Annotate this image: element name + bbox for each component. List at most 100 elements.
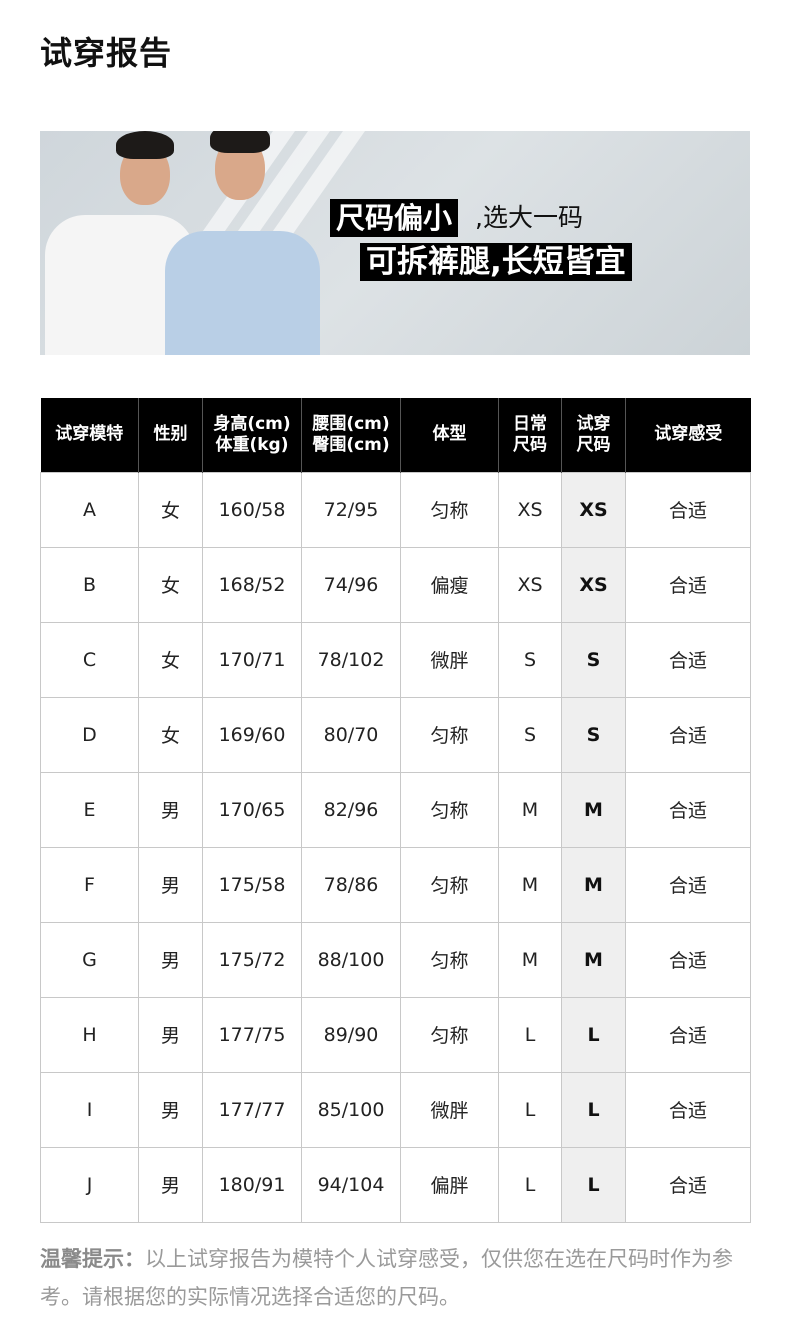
table-cell: 匀称	[400, 996, 499, 1073]
table-row: A 女 160/58 72/95 匀称 XS XS 合适	[40, 471, 751, 548]
column-header-label: 腰围(cm)	[312, 413, 390, 434]
table-cell: S	[561, 696, 626, 773]
table-cell: 男	[138, 771, 203, 848]
table-cell: 169/60	[202, 696, 302, 773]
table-row: I 男 177/77 85/100 微胖 L L 合适	[40, 1071, 751, 1148]
column-header-label: 试穿	[576, 413, 611, 434]
banner-tag-feature: 可拆裤腿,长短皆宜	[360, 243, 632, 281]
table-cell: 160/58	[202, 471, 302, 548]
table-cell: 合适	[625, 696, 751, 773]
column-header-label: 臀围(cm)	[312, 434, 390, 455]
table-cell: 微胖	[400, 621, 499, 698]
table-cell: A	[40, 471, 139, 548]
table-cell: M	[498, 846, 562, 923]
table-cell: S	[561, 621, 626, 698]
table-row: G 男 175/72 88/100 匀称 M M 合适	[40, 921, 751, 998]
table-cell: 匀称	[400, 846, 499, 923]
column-header-label: 身高(cm)	[213, 413, 291, 434]
table-cell: 74/96	[301, 546, 401, 623]
table-row: J 男 180/91 94/104 偏胖 L L 合适	[40, 1146, 751, 1223]
tip-text: 以上试穿报告为模特个人试穿感受，仅供您在选在尺码时作为参考。请根据您的实际情况选…	[40, 1247, 733, 1309]
table-cell: 男	[138, 1146, 203, 1223]
table-cell: G	[40, 921, 139, 998]
fitting-report-table: 试穿模特 性别 身高(cm) 体重(kg) 腰围(cm) 臀围(cm) 体型 日常 尺码 试穿 尺码…	[40, 398, 751, 1223]
column-header-label: 性别	[153, 424, 188, 445]
table-cell: 170/65	[202, 771, 302, 848]
table-row: E 男 170/65 82/96 匀称 M M 合适	[40, 771, 751, 848]
table-cell: L	[561, 1146, 626, 1223]
column-header: 性别	[138, 398, 203, 472]
table-cell: 88/100	[301, 921, 401, 998]
column-header: 日常 尺码	[498, 398, 562, 472]
table-cell: 匀称	[400, 471, 499, 548]
table-cell: 89/90	[301, 996, 401, 1073]
table-cell: F	[40, 846, 139, 923]
table-cell: 合适	[625, 621, 751, 698]
table-cell: 175/72	[202, 921, 302, 998]
table-cell: 85/100	[301, 1071, 401, 1148]
tip-label: 温馨提示：	[40, 1247, 145, 1271]
table-cell: I	[40, 1071, 139, 1148]
table-cell: 177/75	[202, 996, 302, 1073]
table-cell: 男	[138, 921, 203, 998]
promo-banner: 尺码偏小 ,选大一码 可拆裤腿,长短皆宜	[40, 131, 750, 355]
table-cell: 78/102	[301, 621, 401, 698]
table-cell: 合适	[625, 771, 751, 848]
table-cell: 微胖	[400, 1071, 499, 1148]
table-cell: 合适	[625, 1071, 751, 1148]
table-cell: 168/52	[202, 546, 302, 623]
table-cell: 合适	[625, 546, 751, 623]
table-cell: 女	[138, 621, 203, 698]
table-cell: 合适	[625, 996, 751, 1073]
table-cell: J	[40, 1146, 139, 1223]
table-cell: XS	[561, 546, 626, 623]
table-cell: M	[561, 921, 626, 998]
table-row: F 男 175/58 78/86 匀称 M M 合适	[40, 846, 751, 923]
table-cell: 女	[138, 471, 203, 548]
table-cell: 175/58	[202, 846, 302, 923]
table-row: B 女 168/52 74/96 偏瘦 XS XS 合适	[40, 546, 751, 623]
table-cell: 180/91	[202, 1146, 302, 1223]
table-cell: 80/70	[301, 696, 401, 773]
table-cell: 177/77	[202, 1071, 302, 1148]
female-model-image	[160, 131, 325, 355]
table-cell: 78/86	[301, 846, 401, 923]
table-cell: S	[498, 696, 562, 773]
column-header: 试穿 尺码	[561, 398, 626, 472]
table-cell: 合适	[625, 921, 751, 998]
banner-tag-size: 尺码偏小	[330, 199, 459, 237]
table-cell: 女	[138, 546, 203, 623]
column-header-label: 体型	[432, 424, 467, 445]
column-header: 身高(cm) 体重(kg)	[202, 398, 302, 472]
table-cell: L	[498, 996, 562, 1073]
table-cell: B	[40, 546, 139, 623]
table-cell: 偏瘦	[400, 546, 499, 623]
column-header: 试穿感受	[625, 398, 751, 472]
table-cell: 72/95	[301, 471, 401, 548]
table-cell: M	[498, 771, 562, 848]
table-cell: 匀称	[400, 921, 499, 998]
table-cell: L	[561, 996, 626, 1073]
table-cell: M	[561, 771, 626, 848]
column-header: 体型	[400, 398, 499, 472]
table-cell: S	[498, 621, 562, 698]
table-cell: XS	[561, 471, 626, 548]
table-cell: 女	[138, 696, 203, 773]
table-cell: M	[498, 921, 562, 998]
table-cell: 匀称	[400, 696, 499, 773]
table-row: D 女 169/60 80/70 匀称 S S 合适	[40, 696, 751, 773]
table-cell: 170/71	[202, 621, 302, 698]
banner-text-size: ,选大一码	[475, 203, 583, 232]
table-cell: 合适	[625, 471, 751, 548]
table-cell: 男	[138, 846, 203, 923]
table-row: H 男 177/75 89/90 匀称 L L 合适	[40, 996, 751, 1073]
table-cell: 82/96	[301, 771, 401, 848]
table-row: C 女 170/71 78/102 微胖 S S 合适	[40, 621, 751, 698]
table-cell: 合适	[625, 1146, 751, 1223]
column-header: 试穿模特	[40, 398, 139, 472]
table-cell: C	[40, 621, 139, 698]
table-cell: M	[561, 846, 626, 923]
table-cell: L	[561, 1071, 626, 1148]
table-cell: 94/104	[301, 1146, 401, 1223]
column-header-label: 体重(kg)	[215, 434, 289, 455]
